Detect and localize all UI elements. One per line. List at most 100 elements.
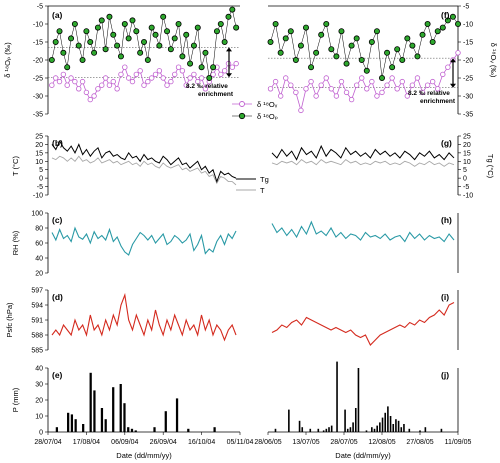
precip-isotope-point <box>167 46 174 53</box>
panel-a-tick-label: -5 <box>37 4 43 11</box>
vapor-point <box>168 78 174 85</box>
vapor-point <box>313 93 319 99</box>
enrichment-arrow-right-head-up <box>450 58 456 63</box>
precip-bar-2005 <box>424 427 427 432</box>
vapor-point <box>424 82 431 88</box>
panel-f-tick-label: -15 <box>463 40 473 47</box>
vapor-point <box>152 71 159 78</box>
psfc-line-2004 <box>51 292 237 342</box>
precip-isotope-point <box>198 64 205 71</box>
precip-bar-2004 <box>55 427 59 432</box>
panel-f-tick-label: -5 <box>463 4 469 11</box>
x-tick-label-left: 26/09/04 <box>150 439 177 446</box>
precip-isotope-point <box>373 28 380 35</box>
precip-isotope-point <box>277 49 284 56</box>
precip-isotope-point <box>87 39 94 46</box>
panel-j-label: (j) <box>441 370 449 380</box>
vapor-point <box>359 75 365 81</box>
panel-g-tick-label: -10 <box>463 193 473 200</box>
precip-isotope-point <box>71 20 78 27</box>
panel-a-tick-label: -15 <box>33 40 43 47</box>
precip-bar-2005 <box>395 419 397 432</box>
precip-isotope-point <box>156 42 163 49</box>
vapor-point <box>399 78 405 85</box>
precip-isotope-point <box>449 13 456 20</box>
precip-bar-2004 <box>134 430 137 432</box>
precip-isotope-point <box>83 28 90 35</box>
precip-bar-2005 <box>392 424 395 432</box>
panel-b-tick-label: 25 <box>35 134 43 141</box>
vapor-point <box>333 93 340 99</box>
vapor-point <box>267 86 274 92</box>
x-axis-label-right: Date (dd/mm/yy) <box>335 451 391 460</box>
precip-bar-2005 <box>403 424 405 432</box>
panel-d-y-label: Psfc (hPa) <box>5 302 14 338</box>
x-tick-label-left: 28/07/04 <box>34 439 61 446</box>
panel-e-label: (e) <box>52 370 63 380</box>
precip-isotope-point <box>202 49 209 56</box>
enrichment-arrow-right-head-down <box>450 83 456 88</box>
precip-bar-2005 <box>317 428 320 432</box>
vapor-point <box>49 82 55 88</box>
x-tick-label-right: 11/09/05 <box>445 439 472 446</box>
left-enrichment-annotation-line2: enrichment <box>198 91 234 98</box>
vapor-point <box>343 89 350 96</box>
psfc-line-2005 <box>271 302 455 346</box>
vapor-point <box>52 75 59 81</box>
precip-isotope-point <box>424 20 431 27</box>
panel-a-tick-label: -35 <box>33 112 43 119</box>
panel-f-tick-label: -35 <box>463 112 473 119</box>
precip-bar-2005 <box>397 420 400 432</box>
vapor-point <box>409 82 416 88</box>
precip-isotope-point <box>144 57 151 64</box>
vapor-point <box>229 64 236 70</box>
precip-isotope-point <box>358 57 365 64</box>
precip-isotope-point <box>48 57 55 64</box>
vapor-point <box>233 60 239 67</box>
panel-e-tick-label: 30 <box>35 382 43 389</box>
vapor-point <box>303 86 309 92</box>
vapor-point <box>175 64 182 70</box>
vapor-point <box>318 82 324 88</box>
precip-bar-2005 <box>309 428 312 432</box>
vapor-point <box>218 71 224 78</box>
legend-t-label: T <box>260 186 265 195</box>
x-tick-label-right: 27/08/05 <box>406 439 433 446</box>
vapor-point <box>91 93 97 99</box>
precip-bar-2004 <box>213 427 216 432</box>
precip-isotope-point <box>102 46 109 53</box>
vapor-point <box>440 71 446 78</box>
vapor-point <box>64 82 70 88</box>
precip-isotope-point <box>194 24 201 31</box>
x-tick-label-right: 13/07/05 <box>292 439 319 446</box>
panel-f-y-label: δ ¹⁸Oᵥ (‰) <box>489 43 498 78</box>
precip-isotope-point <box>175 20 182 27</box>
precip-bar-2005 <box>298 420 301 432</box>
vapor-point <box>141 82 147 88</box>
precip-isotope-point <box>292 57 299 64</box>
precip-isotope-point <box>217 20 224 27</box>
vapor-point <box>172 71 178 78</box>
precip-bar-2004 <box>187 428 190 432</box>
vapor-point <box>76 86 82 92</box>
precip-isotope-point <box>117 53 124 60</box>
precip-isotope-point <box>267 39 274 46</box>
vapor-point <box>369 78 375 85</box>
precip-bar-2005 <box>381 417 384 432</box>
precip-isotope-point <box>323 20 330 27</box>
vapor-point <box>414 75 421 81</box>
precip-bar-2005 <box>365 430 368 432</box>
precip-bar-2005 <box>336 361 338 432</box>
precip-bar-2005 <box>349 427 352 432</box>
legend-tg-label: Tg <box>260 175 269 184</box>
x-tick-label-right: 28/06/05 <box>254 439 281 446</box>
panel-c-tick-label: 60 <box>35 241 43 248</box>
precip-isotope-point <box>414 53 421 60</box>
precip-bar-2004 <box>123 403 126 432</box>
vapor-point <box>179 68 186 74</box>
precip-bar-2004 <box>67 412 70 432</box>
x-tick-label-left: 17/08/04 <box>73 439 100 446</box>
precip-isotope-point <box>56 28 63 35</box>
panel-b-tick-label: 15 <box>35 150 43 157</box>
precip-isotope-point <box>60 49 67 56</box>
